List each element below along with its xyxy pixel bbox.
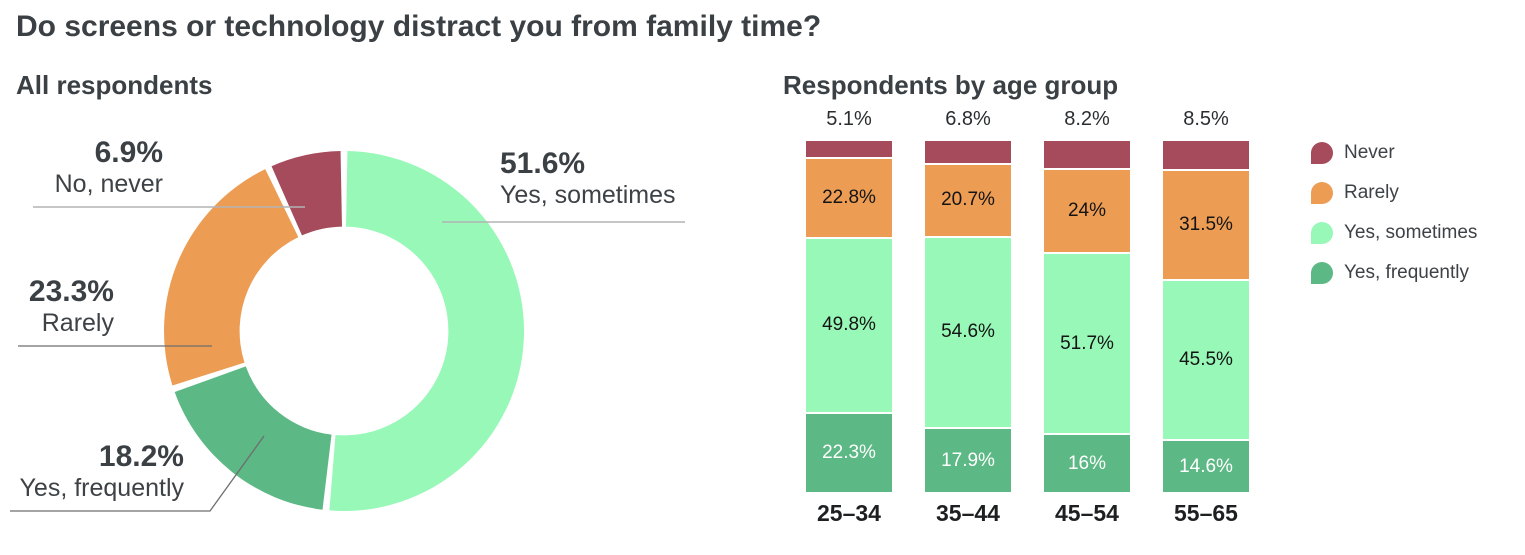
bar-never-value: 5.1% bbox=[826, 108, 872, 130]
bar-column-45-54: 24% 51.7% 16% 8.2% 45–54 bbox=[1044, 108, 1130, 526]
legend-item-yes-sometimes: Yes, sometimes bbox=[1311, 222, 1477, 244]
bar-segment-rarely: 22.8% bbox=[806, 158, 892, 237]
bar-segment-value: 14.6% bbox=[1179, 455, 1233, 477]
bar-segment-value: 31.5% bbox=[1179, 214, 1233, 236]
page-title: Do screens or technology distract you fr… bbox=[16, 10, 822, 43]
bar-segment-yes-frequently: 22.3% bbox=[806, 413, 892, 492]
bar-segment-value: 22.8% bbox=[822, 186, 876, 208]
bar-segment-rarely: 24% bbox=[1044, 169, 1130, 253]
bar-column-35-44: 20.7% 54.6% 17.9% 6.8% 35–44 bbox=[925, 108, 1011, 526]
legend-teardrop-icon bbox=[1311, 142, 1333, 164]
donut-callout-yes-sometimes: 51.6% Yes, sometimes bbox=[500, 147, 760, 211]
bar-segment-never bbox=[1163, 141, 1249, 169]
donut-callout-value: 23.3% bbox=[28, 275, 114, 308]
donut-callout-label: Rarely bbox=[41, 309, 114, 337]
donut-callout-label: No, never bbox=[54, 170, 163, 198]
bar-segment-value: 16% bbox=[1067, 452, 1107, 474]
donut-section-heading: All respondents bbox=[16, 70, 213, 100]
legend-teardrop-icon bbox=[1311, 222, 1333, 244]
donut-callout-label: Yes, sometimes bbox=[500, 181, 676, 209]
bar-segment-never bbox=[925, 141, 1011, 163]
bar-segment-rarely: 20.7% bbox=[925, 164, 1011, 236]
bar-category-label: 35–44 bbox=[936, 500, 1000, 526]
bar-segment-value: 51.7% bbox=[1060, 332, 1114, 354]
bar-segment-yes-sometimes: 51.7% bbox=[1044, 254, 1130, 434]
legend-item-never: Never bbox=[1311, 142, 1477, 164]
bar-segment-value: 24% bbox=[1067, 199, 1107, 221]
bar-segment-never bbox=[1044, 141, 1130, 168]
leader-line-yes-frequently bbox=[10, 435, 265, 512]
chart-legend: Never Rarely Yes, sometimes Yes, frequently bbox=[1311, 142, 1477, 302]
bar-segment-value: 22.3% bbox=[822, 441, 876, 463]
bar-category-label: 25–34 bbox=[817, 500, 881, 526]
bar-category-label: 55–65 bbox=[1174, 500, 1238, 526]
legend-teardrop-icon bbox=[1311, 262, 1333, 284]
bar-segment-yes-frequently: 16% bbox=[1044, 435, 1130, 492]
bar-segment-yes-sometimes: 45.5% bbox=[1163, 281, 1249, 440]
donut-slice-yes-sometimes bbox=[329, 151, 525, 511]
bar-segment-value: 54.6% bbox=[941, 321, 995, 343]
legend-teardrop-icon bbox=[1311, 182, 1333, 204]
legend-label: Yes, sometimes bbox=[1344, 222, 1478, 243]
bar-never-value: 6.8% bbox=[945, 108, 991, 130]
legend-label: Yes, frequently bbox=[1344, 262, 1469, 283]
donut-callout-value: 6.9% bbox=[94, 136, 163, 169]
donut-slice-yes-frequently bbox=[174, 366, 332, 510]
bar-segment-yes-frequently: 14.6% bbox=[1163, 441, 1249, 493]
legend-label: Rarely bbox=[1344, 182, 1399, 203]
bar-column-25-34: 22.8% 49.8% 22.3% 5.1% 25–34 bbox=[806, 108, 892, 526]
bar-segment-yes-frequently: 17.9% bbox=[925, 429, 1011, 492]
donut-slice-no-never bbox=[271, 151, 342, 236]
donut-callout-value: 51.6% bbox=[500, 147, 586, 180]
bar-segment-value: 49.8% bbox=[822, 314, 876, 336]
bar-segment-value: 20.7% bbox=[941, 189, 995, 211]
bar-column-55-65: 31.5% 45.5% 14.6% 8.5% 55–65 bbox=[1163, 108, 1249, 526]
bar-segment-rarely: 31.5% bbox=[1163, 170, 1249, 280]
legend-item-yes-frequently: Yes, frequently bbox=[1311, 262, 1477, 284]
donut-callout-no-never: 6.9% No, never bbox=[0, 136, 163, 200]
bar-segment-value: 17.9% bbox=[941, 449, 995, 471]
bar-never-value: 8.2% bbox=[1064, 108, 1110, 130]
donut-callout-rarely: 23.3% Rarely bbox=[0, 275, 114, 339]
bar-never-value: 8.5% bbox=[1183, 108, 1229, 130]
legend-label: Never bbox=[1344, 142, 1395, 163]
bar-category-label: 45–54 bbox=[1055, 500, 1119, 526]
legend-item-rarely: Rarely bbox=[1311, 182, 1477, 204]
donut-callout-label: Yes, frequently bbox=[19, 474, 184, 502]
donut-callout-yes-frequently: 18.2% Yes, frequently bbox=[0, 440, 184, 504]
donut-slices bbox=[163, 151, 525, 511]
bar-segment-never bbox=[806, 141, 892, 157]
bars-section-heading: Respondents by age group bbox=[783, 70, 1119, 100]
bar-segment-value: 45.5% bbox=[1179, 349, 1233, 371]
donut-callout-value: 18.2% bbox=[98, 440, 184, 473]
bar-segment-yes-sometimes: 54.6% bbox=[925, 237, 1011, 428]
bar-segment-yes-sometimes: 49.8% bbox=[806, 238, 892, 412]
donut-slice-rarely bbox=[163, 169, 299, 386]
